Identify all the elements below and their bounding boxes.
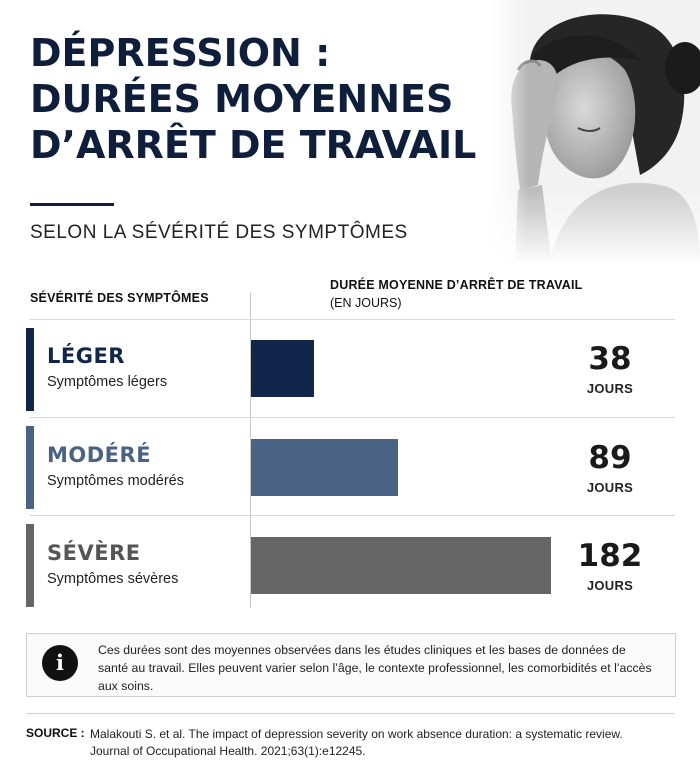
bar-leger xyxy=(251,340,314,397)
right-column-header-unit: (EN JOURS) xyxy=(330,296,402,310)
title-line-1: DÉPRESSION : xyxy=(30,31,331,75)
right-column-header: DURÉE MOYENNE D’ARRÊT DE TRAVAIL (EN JOU… xyxy=(330,276,582,312)
value-label-leger: 38 xyxy=(588,341,632,377)
column-divider xyxy=(250,292,251,608)
title-line-3: D’ARRÊT DE TRAVAIL xyxy=(30,123,477,167)
row-accent-leger xyxy=(26,328,34,411)
row-divider-top xyxy=(30,319,675,320)
category-label-severe: SÉVÈRE xyxy=(47,541,141,565)
source-text: Malakouti S. et al. The impact of depres… xyxy=(90,727,623,758)
unit-label-leger: JOURS xyxy=(586,381,634,396)
unit-label-severe: JOURS xyxy=(586,578,634,593)
row-accent-severe xyxy=(26,524,34,607)
right-column-header-title: DURÉE MOYENNE D’ARRÊT DE TRAVAIL xyxy=(330,278,583,292)
category-sub-leger: Symptômes légers xyxy=(47,374,168,390)
page-title: DÉPRESSION : DURÉES MOYENNES D’ARRÊT DE … xyxy=(30,30,500,168)
bar-severe xyxy=(251,537,551,594)
woman-portrait-image xyxy=(490,0,700,265)
title-underline xyxy=(30,203,114,206)
source-label: SOURCE : xyxy=(26,726,85,740)
category-sub-severe: Symptômes sévères xyxy=(47,571,179,587)
row-divider-1 xyxy=(30,417,675,418)
value-label-modere: 89 xyxy=(588,440,632,476)
category-sub-modere: Symptômes modérés xyxy=(47,473,184,489)
source-divider xyxy=(26,713,674,714)
unit-label-modere: JOURS xyxy=(586,480,634,495)
info-icon: i xyxy=(42,645,78,681)
bar-modere xyxy=(251,439,398,496)
row-divider-2 xyxy=(30,515,675,516)
info-text: Ces durées sont des moyennes observées d… xyxy=(98,643,652,693)
title-line-2: DURÉES MOYENNES xyxy=(30,77,454,121)
category-label-modere: MODÉRÉ xyxy=(47,443,152,467)
left-column-header: SÉVÉRITÉ DES SYMPTÔMES xyxy=(30,291,209,305)
page-subtitle: SELON LA SÉVÉRITÉ DES SYMPTÔMES xyxy=(30,222,408,243)
category-label-leger: LÉGER xyxy=(47,344,125,368)
row-accent-modere xyxy=(26,426,34,509)
info-box xyxy=(26,633,676,697)
value-label-severe: 182 xyxy=(577,538,643,574)
